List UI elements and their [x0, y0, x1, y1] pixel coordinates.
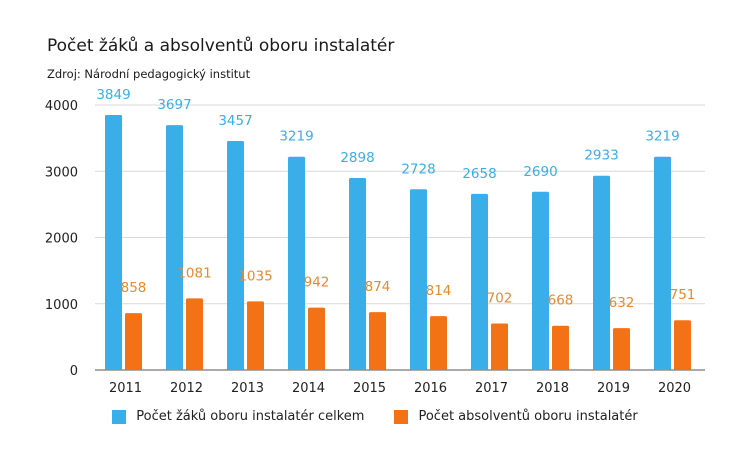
bar-students: [654, 156, 671, 370]
data-label-graduates: 814: [426, 283, 452, 299]
data-label-graduates: 632: [609, 295, 635, 311]
y-tick-label: 4000: [45, 99, 78, 114]
data-label-graduates: 1035: [238, 268, 272, 284]
data-label-graduates: 1081: [177, 265, 211, 281]
data-label-students: 3697: [157, 97, 191, 113]
bar-graduates: [430, 316, 447, 370]
bar-graduates: [369, 312, 386, 370]
x-tick-label: 2018: [536, 381, 569, 396]
data-label-students: 3849: [96, 87, 130, 103]
chart-title: Počet žáků a absolventů oboru instalatér: [47, 36, 395, 56]
data-label-students: 3219: [279, 129, 313, 145]
data-label-students: 3219: [645, 129, 679, 145]
x-tick-label: 2013: [231, 381, 264, 396]
data-label-students: 2898: [340, 150, 374, 166]
bar-graduates: [308, 307, 325, 370]
data-label-students: 2658: [462, 166, 496, 182]
data-label-graduates: 702: [487, 290, 513, 306]
legend-label-graduates: Počet absolventů oboru instalatér: [418, 409, 638, 424]
legend-label-students: Počet žáků oboru instalatér celkem: [136, 409, 365, 424]
x-tick-label: 2014: [292, 381, 325, 396]
data-label-graduates: 874: [365, 279, 391, 295]
y-tick-label: 2000: [45, 232, 78, 247]
data-label-graduates: 668: [548, 293, 574, 309]
legend-item-graduates: Počet absolventů oboru instalatér: [394, 409, 638, 424]
data-label-students: 2690: [523, 164, 557, 180]
bar-graduates: [613, 328, 630, 370]
y-tick-label: 3000: [45, 165, 78, 180]
legend-swatch-students: [112, 409, 127, 424]
bar-students: [471, 193, 488, 370]
y-tick-label: 1000: [45, 298, 78, 313]
x-tick-label: 2017: [475, 381, 508, 396]
bar-students: [410, 189, 427, 370]
data-label-students: 3457: [218, 113, 252, 129]
legend-swatch-graduates: [394, 409, 409, 424]
legend-item-students: Počet žáků oboru instalatér celkem: [112, 409, 364, 424]
bar-students: [593, 175, 610, 370]
bar-graduates: [674, 320, 691, 370]
x-tick-label: 2015: [353, 381, 386, 396]
bar-students: [227, 140, 244, 370]
x-tick-label: 2019: [597, 381, 630, 396]
bar-students: [105, 115, 122, 370]
bar-students: [166, 125, 183, 370]
y-tick-label: 0: [70, 364, 78, 379]
data-label-graduates: 942: [304, 275, 330, 291]
bar-students: [288, 156, 305, 370]
bar-graduates: [552, 325, 569, 370]
bar-graduates: [247, 301, 264, 370]
x-tick-label: 2020: [658, 381, 691, 396]
data-label-graduates: 751: [670, 287, 696, 303]
data-label-students: 2728: [401, 161, 435, 177]
bar-graduates: [491, 323, 508, 370]
bar-chart: 0 1000 2000 3000 4000 3849 858 2011 3697 1081 2012…: [45, 87, 705, 396]
x-tick-label: 2016: [414, 381, 447, 396]
bar-students: [349, 178, 366, 370]
x-tick-label: 2012: [170, 381, 203, 396]
data-label-graduates: 858: [121, 280, 147, 296]
data-label-students: 2933: [584, 148, 618, 164]
bar-graduates: [125, 313, 142, 370]
chart-subtitle: Zdroj: Národní pedagogický institut: [47, 67, 251, 81]
bar-graduates: [186, 298, 203, 370]
legend: Počet žáků oboru instalatér celkem Počet…: [0, 409, 750, 424]
x-tick-label: 2011: [109, 381, 142, 396]
bar-students: [532, 191, 549, 370]
